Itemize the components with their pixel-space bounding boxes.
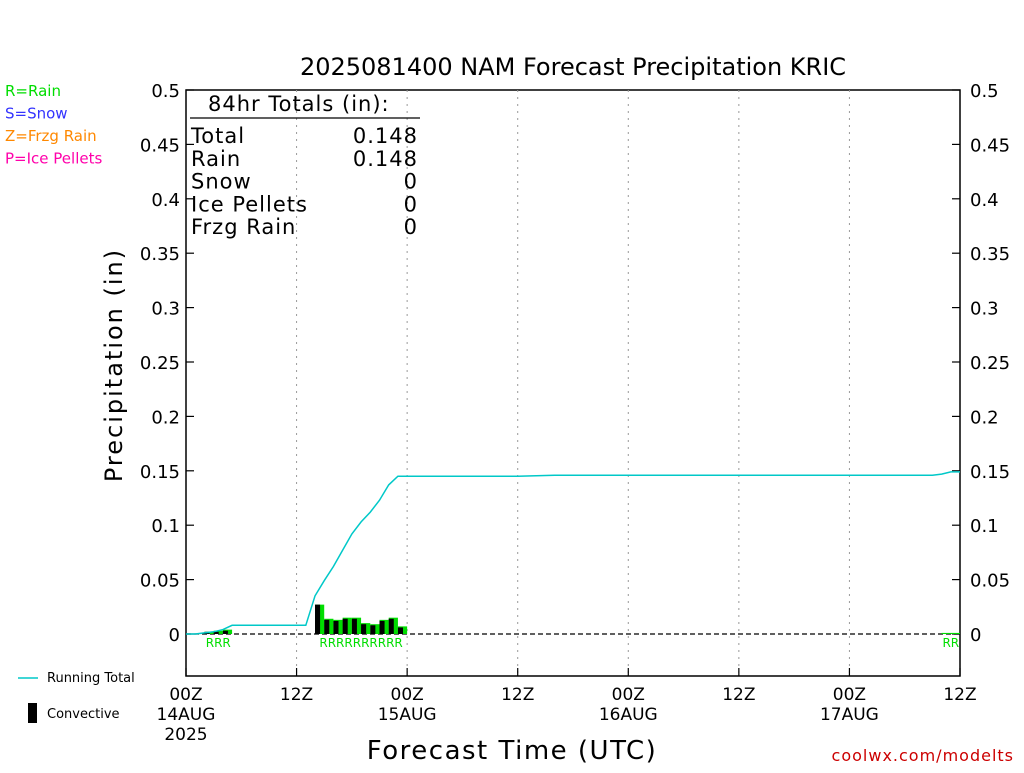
totals-row-label: Total <box>190 124 245 148</box>
ptype-legend-item: S=Snow <box>5 105 68 123</box>
x-axis-title: Forecast Time (UTC) <box>367 736 658 766</box>
ptype-labels: RRR RRRRRRRRRR RR <box>206 636 959 650</box>
convective-bar <box>361 624 367 634</box>
convective-bar <box>397 627 403 634</box>
totals-row-value: 0.148 <box>353 124 418 148</box>
totals-heading: 84hr Totals (in): <box>208 92 390 116</box>
rain-bar <box>950 632 960 634</box>
ptype-legend-item: R=Rain <box>5 82 61 100</box>
totals-row-value: 0 <box>404 215 418 239</box>
x-tick-date: 16AUG <box>599 705 658 725</box>
convective-legend-label: Convective <box>47 707 120 722</box>
y-axis-title: Precipitation (in) <box>100 248 128 482</box>
convective-bar <box>388 618 394 634</box>
ptype-label: RR <box>942 636 959 650</box>
convective-bar <box>333 620 339 634</box>
y-tick-label-left: 0.05 <box>140 571 180 592</box>
totals-row-value: 0 <box>404 192 418 216</box>
credit-text: coolwx.com/modelts <box>832 746 1014 765</box>
y-tick-label-right: 0.35 <box>970 244 1010 265</box>
y-tick-label-left: 0.45 <box>140 135 180 156</box>
x-tick-label: 12Z <box>501 685 534 705</box>
ptype-label: RRR <box>206 636 231 650</box>
convective-bar <box>370 625 376 634</box>
convective-bar <box>222 630 228 634</box>
x-tick-label: 12Z <box>943 685 976 705</box>
y-tick-label-right: 0.05 <box>970 571 1010 592</box>
x-tick-year: 2025 <box>164 725 207 745</box>
convective-legend-swatch <box>28 703 37 723</box>
running-total-line <box>186 471 960 635</box>
ptype-label: RRRRRRRRRR <box>319 636 402 650</box>
convective-bar <box>342 618 348 634</box>
y-tick-label-right: 0.25 <box>970 353 1010 374</box>
totals-row-label: Frzg Rain <box>191 215 296 239</box>
x-tick-label: 12Z <box>722 685 755 705</box>
ptype-legend: R=Rain S=Snow Z=Frzg Rain P=Ice Pellets <box>5 82 102 168</box>
x-tick-label: 00Z <box>612 685 645 705</box>
x-tick-date: 17AUG <box>820 705 879 725</box>
y-tick-label-left: 0.4 <box>151 190 180 211</box>
ptype-legend-item: Z=Frzg Rain <box>5 127 97 145</box>
chart-title: 2025081400 NAM Forecast Precipitation KR… <box>300 53 846 81</box>
y-tick-label-right: 0.45 <box>970 135 1010 156</box>
y-tick-label-left: 0.15 <box>140 462 180 483</box>
y-tick-label-left: 0.1 <box>151 516 180 537</box>
convective-bars <box>204 604 403 634</box>
y-tick-label-left: 0.5 <box>151 81 180 102</box>
x-tick-date: 15AUG <box>378 705 437 725</box>
y-tick-label-right: 0.1 <box>970 516 999 537</box>
vertical-grid <box>296 90 850 676</box>
x-tick-label: 00Z <box>169 685 202 705</box>
y-tick-label-right: 0.15 <box>970 462 1010 483</box>
y-tick-label-left: 0.35 <box>140 244 180 265</box>
running-total-legend-label: Running Total <box>47 671 135 686</box>
y-tick-label-right: 0.3 <box>970 299 999 320</box>
x-tick-label: 00Z <box>833 685 866 705</box>
ptype-legend-item: P=Ice Pellets <box>5 150 102 168</box>
totals-box: 84hr Totals (in): Total 0.148 Rain 0.148 Sno… <box>190 92 420 239</box>
plot-frame <box>185 89 961 677</box>
totals-row-label: Snow <box>191 170 252 194</box>
y-tick-label-left: 0.3 <box>151 299 180 320</box>
convective-bar <box>315 604 321 634</box>
y-tick-label-right: 0.2 <box>970 407 999 428</box>
convective-bar <box>324 619 330 634</box>
totals-row-value: 0 <box>404 170 418 194</box>
convective-bar <box>351 618 357 634</box>
x-tick-date: 14AUG <box>157 705 216 725</box>
totals-row-label: Rain <box>191 147 241 171</box>
y-tick-label-right: 0.5 <box>970 81 999 102</box>
rain-bar <box>941 632 951 634</box>
y-tick-label-left: 0 <box>169 625 180 646</box>
y-tick-label-right: 0.4 <box>970 190 999 211</box>
totals-row-value: 0.148 <box>353 147 418 171</box>
x-tick-label: 12Z <box>280 685 313 705</box>
convective-bar <box>379 620 385 634</box>
x-tick-label: 00Z <box>391 685 424 705</box>
convective-bar <box>213 631 219 634</box>
y-axis-left: 0 0.05 0.1 0.15 0.2 0.25 0.3 0.35 0.4 0.45 0.5 <box>140 81 194 646</box>
totals-row-label: Ice Pellets <box>191 192 308 216</box>
y-tick-label-right: 0 <box>970 625 981 646</box>
y-tick-label-left: 0.25 <box>140 353 180 374</box>
y-axis-right: 0 0.05 0.1 0.15 0.2 0.25 0.3 0.35 0.4 0.45 0.5 <box>952 81 1010 646</box>
y-tick-label-left: 0.2 <box>151 407 180 428</box>
